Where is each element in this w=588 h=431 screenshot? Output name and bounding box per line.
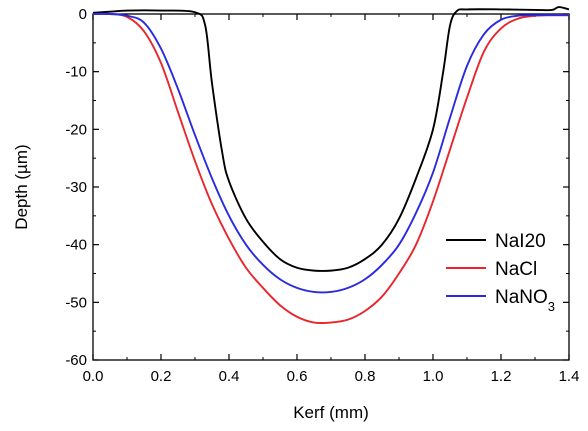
y-tick-label: -50 xyxy=(65,294,87,311)
x-axis-ticks: 0.0 0.2 0.4 0.6 0.8 1.0 1.2 1.4 xyxy=(83,14,580,385)
x-tick-label: 0.0 xyxy=(83,368,104,385)
y-tick-label: -20 xyxy=(65,121,87,138)
y-axis-title: Depth (µm) xyxy=(12,144,31,229)
y-tick-label: 0 xyxy=(79,6,87,23)
x-tick-label: 1.0 xyxy=(423,368,444,385)
legend-label-nacl: NaCl xyxy=(495,259,537,280)
y-tick-label: -30 xyxy=(65,179,87,196)
legend: NaI20 NaCl NaNO3 xyxy=(446,231,555,314)
x-tick-label: 0.2 xyxy=(151,368,172,385)
x-tick-label: 1.4 xyxy=(559,368,580,385)
legend-label-nai20: NaI20 xyxy=(495,231,546,252)
series-lines xyxy=(92,6,570,325)
x-tick-label: 0.6 xyxy=(287,368,308,385)
series-line-nacl xyxy=(92,12,570,325)
series-line-nano3 xyxy=(92,12,569,294)
x-tick-label: 0.4 xyxy=(219,368,240,385)
x-tick-label: 1.2 xyxy=(491,368,512,385)
plot-area-frame xyxy=(92,13,570,361)
y-tick-label: -60 xyxy=(65,352,87,369)
y-tick-label: -10 xyxy=(65,64,87,81)
series-line-nai20 xyxy=(92,6,570,272)
y-tick-label: -40 xyxy=(65,237,87,254)
x-tick-label: 0.8 xyxy=(355,368,376,385)
legend-label-nano3: NaNO3 xyxy=(495,287,555,314)
y-axis-ticks: 0 -10 -20 -30 -40 -50 -60 xyxy=(65,6,569,369)
x-axis-title: Kerf (mm) xyxy=(293,403,369,422)
